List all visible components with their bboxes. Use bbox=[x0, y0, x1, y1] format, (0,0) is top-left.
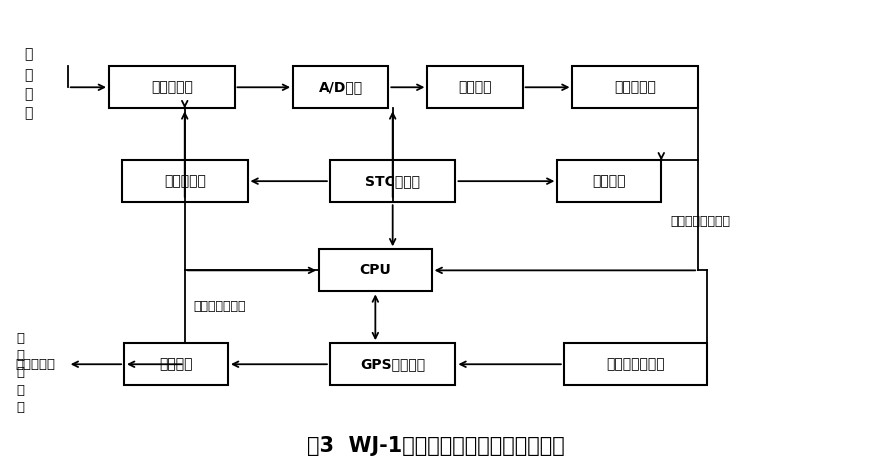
Text: 灭: 灭 bbox=[16, 349, 24, 362]
Bar bbox=[109, 66, 235, 108]
Text: 图3  WJ-1型抗干扰侦测系统工作流程图: 图3 WJ-1型抗干扰侦测系统工作流程图 bbox=[307, 437, 565, 456]
Text: 源: 源 bbox=[16, 401, 24, 414]
Text: 干扰信号参数分析: 干扰信号参数分析 bbox=[670, 215, 730, 228]
Bar bbox=[572, 66, 698, 108]
Text: 扰: 扰 bbox=[24, 68, 33, 83]
Text: STC单片机: STC单片机 bbox=[365, 174, 420, 188]
Bar bbox=[124, 343, 228, 385]
Bar bbox=[330, 343, 455, 385]
Text: 消灭干扰源: 消灭干扰源 bbox=[16, 358, 56, 371]
Text: 频谱分析仪: 频谱分析仪 bbox=[615, 80, 657, 94]
Text: 干: 干 bbox=[24, 48, 33, 61]
Text: 扰: 扰 bbox=[16, 384, 24, 397]
Text: 角度传感器: 角度传感器 bbox=[164, 174, 206, 188]
Text: 信: 信 bbox=[24, 87, 33, 101]
Bar bbox=[427, 66, 522, 108]
Text: 消: 消 bbox=[16, 332, 24, 345]
Bar bbox=[330, 160, 455, 202]
Text: 经度、纬度计算: 经度、纬度计算 bbox=[606, 357, 664, 371]
Text: 步进电机: 步进电机 bbox=[593, 174, 626, 188]
Bar bbox=[564, 343, 707, 385]
Bar bbox=[557, 160, 661, 202]
Text: A/D转换: A/D转换 bbox=[318, 80, 363, 94]
Bar bbox=[122, 160, 248, 202]
Bar bbox=[293, 66, 388, 108]
Bar bbox=[319, 249, 432, 292]
Text: CPU: CPU bbox=[359, 263, 392, 277]
Text: 号: 号 bbox=[24, 106, 33, 120]
Text: 滤波处理: 滤波处理 bbox=[459, 80, 492, 94]
Text: 超宽带天线: 超宽带天线 bbox=[151, 80, 193, 94]
Text: 电子地图: 电子地图 bbox=[160, 357, 193, 371]
Text: GPS定位系统: GPS定位系统 bbox=[360, 357, 426, 371]
Text: 轨迹、路径计算: 轨迹、路径计算 bbox=[194, 300, 246, 313]
Text: 干: 干 bbox=[16, 366, 24, 379]
